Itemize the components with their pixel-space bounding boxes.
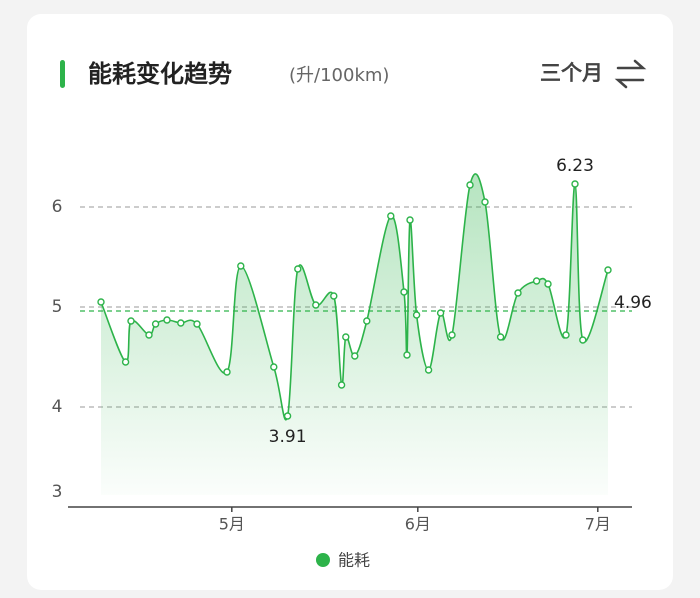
point xyxy=(571,180,579,188)
point xyxy=(579,336,587,344)
point xyxy=(163,316,171,324)
point xyxy=(337,381,346,389)
point xyxy=(145,331,153,339)
point xyxy=(436,309,445,317)
point xyxy=(223,368,231,376)
x-tick-label: 5月 xyxy=(219,515,245,534)
y-tick-label: 3 xyxy=(52,482,63,502)
max-label: 6.23 xyxy=(556,156,594,176)
y-tick-label: 4 xyxy=(52,397,63,417)
point xyxy=(237,262,245,270)
title-accent xyxy=(60,60,65,88)
point xyxy=(424,366,433,374)
x-tick-label: 7月 xyxy=(585,515,611,534)
switch-icon[interactable] xyxy=(614,59,647,89)
point xyxy=(466,181,474,189)
point xyxy=(312,301,320,309)
point xyxy=(342,333,350,341)
point xyxy=(481,198,489,206)
point xyxy=(363,317,371,325)
y-tick-label: 5 xyxy=(52,297,63,317)
point xyxy=(496,333,505,341)
point xyxy=(412,311,421,319)
point xyxy=(283,412,292,420)
point xyxy=(403,351,411,359)
point xyxy=(177,319,185,327)
legend-label: 能耗 xyxy=(338,551,370,570)
period-selector[interactable]: 三个月 xyxy=(540,61,603,85)
point xyxy=(448,331,456,339)
point xyxy=(562,331,570,339)
point xyxy=(406,216,414,224)
point xyxy=(532,277,541,285)
point xyxy=(387,212,395,220)
point xyxy=(294,265,302,273)
point xyxy=(97,298,105,306)
area xyxy=(101,173,608,495)
point xyxy=(121,358,130,366)
point xyxy=(351,352,359,360)
unit: (升/100km) xyxy=(289,65,389,86)
point xyxy=(544,280,552,288)
point xyxy=(193,320,201,328)
point xyxy=(514,289,522,297)
point xyxy=(330,292,338,300)
title: 能耗变化趋势 xyxy=(88,60,232,88)
point xyxy=(400,288,408,296)
point xyxy=(270,363,278,371)
y-tick-label: 6 xyxy=(52,197,63,217)
point xyxy=(151,320,160,328)
min-label: 3.91 xyxy=(269,427,307,447)
average-label: 4.96 xyxy=(614,293,652,313)
point xyxy=(604,266,612,274)
point xyxy=(127,317,135,325)
legend-marker xyxy=(316,553,330,567)
x-tick-label: 6月 xyxy=(405,515,431,534)
